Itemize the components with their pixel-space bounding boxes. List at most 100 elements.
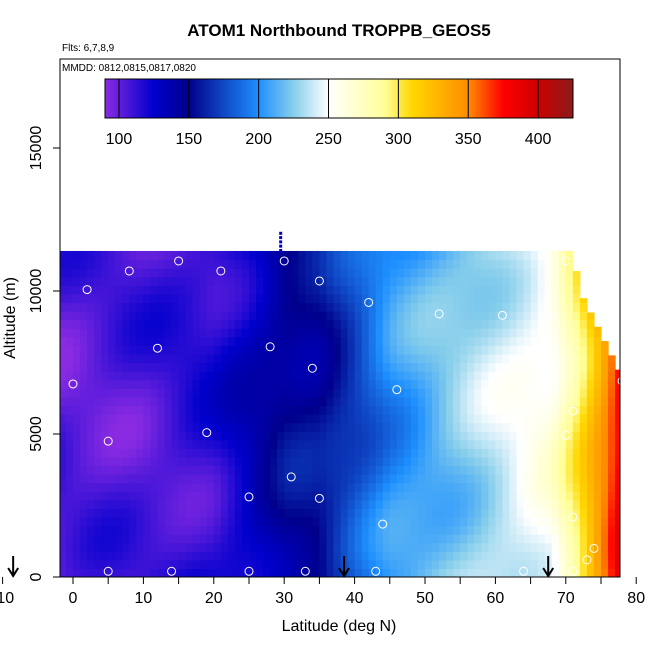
heatmap-cell	[108, 499, 116, 509]
heatmap-cell	[389, 542, 398, 552]
heatmap-cell	[60, 362, 67, 372]
heatmap-cell	[52, 320, 60, 329]
heatmap-cell	[52, 311, 60, 320]
heatmap-cell	[136, 534, 144, 544]
heatmap-cell	[122, 448, 130, 458]
heatmap-cell	[108, 525, 116, 535]
heatmap-cell	[263, 456, 271, 467]
heatmap-cell	[80, 474, 88, 484]
heatmap-cell	[164, 319, 173, 329]
heatmap-cell	[291, 285, 299, 295]
heatmap-cell	[284, 568, 292, 577]
heatmap-cell	[143, 542, 152, 552]
heatmap-cell	[488, 551, 496, 561]
heatmap-cell	[143, 396, 152, 406]
heatmap-cell	[227, 379, 236, 389]
heatmap-cell	[439, 319, 447, 329]
heatmap-cell	[143, 353, 152, 364]
heatmap-cell	[192, 353, 201, 364]
heatmap-cell	[396, 379, 405, 389]
heatmap-cell	[396, 259, 405, 269]
heatmap-cell	[206, 353, 215, 364]
heatmap-cell	[94, 276, 102, 286]
heatmap-cell	[213, 439, 222, 449]
heatmap-cell	[439, 302, 447, 312]
heatmap-cell	[495, 448, 504, 458]
heatmap-cell	[340, 525, 349, 535]
heatmap-cell	[185, 422, 194, 432]
heatmap-cell	[38, 483, 46, 492]
heatmap-cell	[396, 542, 405, 552]
heatmap-cell	[375, 413, 384, 424]
heatmap-cell	[333, 362, 342, 372]
heatmap-cell	[60, 276, 67, 286]
heatmap-cell	[213, 448, 222, 458]
heatmap-cell	[410, 534, 419, 544]
heatmap-cell	[234, 448, 243, 458]
heatmap-cell	[354, 568, 363, 577]
heatmap-cell	[333, 388, 342, 398]
heatmap-cell	[354, 250, 363, 261]
heatmap-cell	[249, 268, 257, 278]
heatmap-cell	[220, 413, 229, 424]
heatmap-cell	[171, 345, 180, 355]
heatmap-cell	[410, 508, 419, 518]
heatmap-cell	[417, 285, 426, 295]
heatmap-cell	[495, 568, 504, 577]
heatmap-cell	[312, 568, 320, 577]
heatmap-cell	[0, 371, 3, 380]
heatmap-cell	[94, 268, 102, 278]
heatmap-cell	[234, 508, 243, 518]
heatmap-cell	[291, 542, 299, 552]
heatmap-cell	[453, 268, 461, 278]
heatmap-cell	[73, 456, 81, 467]
heatmap-cell	[249, 474, 257, 484]
heatmap-cell	[319, 328, 328, 338]
heatmap-cell	[129, 422, 137, 432]
heatmap-cell	[319, 250, 328, 261]
heatmap-cell	[270, 542, 278, 552]
heatmap-cell	[206, 379, 215, 389]
heatmap-cell	[143, 525, 152, 535]
heatmap-cell	[347, 542, 356, 552]
heatmap-cell	[171, 362, 180, 372]
heatmap-cell	[31, 526, 39, 535]
heatmap-cell	[185, 250, 194, 261]
heatmap-cell	[467, 491, 475, 501]
heatmap-cell	[446, 413, 454, 424]
heatmap-cell	[432, 285, 440, 295]
heatmap-cell	[101, 405, 109, 415]
heatmap-cell	[52, 517, 60, 526]
heatmap-cell	[10, 268, 18, 277]
heatmap-cell	[94, 328, 102, 338]
heatmap-cell	[319, 482, 328, 492]
heatmap-cell	[263, 362, 271, 372]
heatmap-cell	[375, 250, 384, 261]
heatmap-cell	[312, 353, 320, 364]
heatmap-cell	[389, 456, 398, 467]
heatmap-cell	[234, 482, 243, 492]
heatmap-cell	[150, 311, 159, 321]
heatmap-cell	[192, 491, 201, 501]
heatmap-cell	[375, 362, 384, 372]
heatmap-cell	[60, 559, 67, 570]
heatmap-cell	[291, 491, 299, 501]
heatmap-cell	[17, 423, 25, 432]
heatmap-cell	[439, 482, 447, 492]
heatmap-cell	[333, 259, 342, 269]
heatmap-cell	[417, 302, 426, 312]
heatmap-cell	[65, 311, 74, 321]
heatmap-cell	[382, 491, 391, 501]
heatmap-cell	[249, 508, 257, 518]
heatmap-cell	[284, 293, 292, 304]
heatmap-cell	[389, 259, 398, 269]
heatmap-cell	[206, 568, 215, 577]
heatmap-cell	[481, 431, 489, 441]
heatmap-cell	[361, 448, 370, 458]
heatmap-cell	[389, 311, 398, 321]
heatmap-cell	[375, 405, 384, 415]
heatmap-cell	[326, 439, 335, 449]
heatmap-cell	[80, 456, 88, 467]
heatmap-cell	[453, 568, 461, 577]
heatmap-cell	[495, 302, 504, 312]
